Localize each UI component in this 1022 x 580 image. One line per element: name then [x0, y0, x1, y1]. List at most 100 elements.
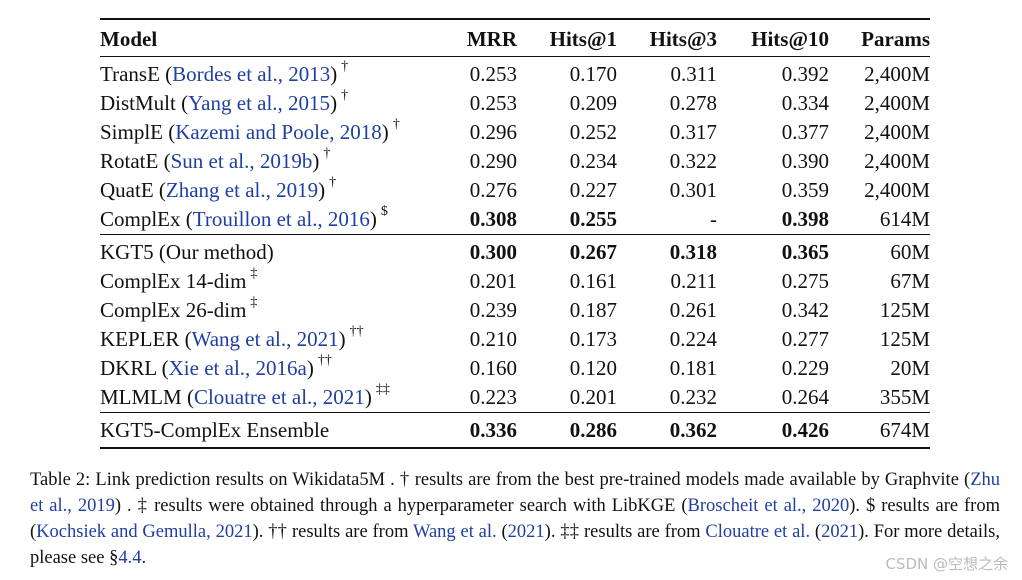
- table-row: QuatE (Zhang et al., 2019) † 0.276 0.227 0.3…: [100, 176, 930, 205]
- model-name: ComplEx: [100, 207, 181, 231]
- cell-params: 355M: [879, 385, 930, 409]
- table-row: KEPLER (Wang et al., 2021) †† 0.210 0.173 0.…: [100, 325, 930, 354]
- cell-mrr: 0.160: [469, 356, 517, 380]
- cell-hits3: 0.322: [669, 149, 717, 173]
- footnote-mark: ‡‡: [375, 382, 390, 397]
- cell-hits1: 0.201: [569, 385, 617, 409]
- cell-hits1: 0.227: [569, 178, 617, 202]
- model-name: KEPLER: [100, 327, 180, 351]
- citation-link[interactable]: Bordes et al., 2013: [172, 62, 331, 86]
- cell-model: KGT5-ComplEx Ensemble: [100, 412, 452, 449]
- cell-mrr: 0.210: [469, 327, 517, 351]
- citation-link[interactable]: Kochsiek and Gemulla, 2021: [36, 522, 253, 542]
- cell-mrr: 0.290: [469, 149, 517, 173]
- table-row: KGT5-ComplEx Ensemble 0.336 0.286 0.362 0.42…: [100, 412, 930, 449]
- caption-text: ). $ results are from (: [30, 496, 1000, 542]
- citation-link[interactable]: Broscheit et al., 2020: [687, 496, 850, 516]
- section-link[interactable]: 4.4: [118, 548, 142, 568]
- footnote-mark: †: [341, 59, 349, 74]
- header-params: Params: [861, 26, 930, 51]
- model-name: TransE: [100, 62, 160, 86]
- cell-hits3: 0.318: [617, 234, 717, 267]
- results-table: Model MRR Hits@1 Hits@3 Hits@10 Params T…: [100, 18, 930, 449]
- caption-text: ). For more details, please see §: [30, 522, 1000, 568]
- header-model: Model: [100, 26, 158, 51]
- cell-params: 2,400M: [864, 91, 930, 115]
- cell-model: KEPLER (Wang et al., 2021) ††: [100, 324, 364, 352]
- model-name: QuatE: [100, 178, 154, 202]
- cell-params: 2,400M: [864, 120, 930, 144]
- citation-link[interactable]: Clouatre et al.: [705, 522, 811, 542]
- cell-mrr: 0.276: [469, 178, 517, 202]
- caption-text: ) . ‡ results were obtained through a hy…: [114, 496, 688, 516]
- cell-hits10: 0.342: [781, 298, 829, 322]
- cell-hits1: 0.252: [569, 120, 617, 144]
- cell-hits1: 0.187: [569, 298, 617, 322]
- model-name: SimplE: [100, 120, 164, 144]
- cell-mrr: 0.308: [469, 207, 517, 231]
- table-header-row: Model MRR Hits@1 Hits@3 Hits@10 Params: [100, 19, 930, 57]
- cell-hits3: 0.181: [669, 356, 717, 380]
- cell-hits10: 0.365: [717, 234, 829, 267]
- cell-mrr: 0.296: [469, 120, 517, 144]
- cell-mrr: 0.223: [469, 385, 517, 409]
- footnote-mark: †: [392, 117, 400, 132]
- cell-model: QuatE (Zhang et al., 2019) †: [100, 175, 337, 203]
- cell-hits10: 0.275: [781, 269, 829, 293]
- caption-text: (: [810, 522, 822, 542]
- cell-hits3: -: [710, 207, 717, 231]
- header-hits3: Hits@3: [649, 26, 717, 51]
- cell-model: RotatE (Sun et al., 2019b) †: [100, 146, 331, 174]
- citation-link[interactable]: Zhu et al., 2019: [30, 470, 1000, 516]
- cell-model: MLMLM (Clouatre et al., 2021) ‡‡: [100, 382, 390, 410]
- citation-link[interactable]: Sun et al., 2019b: [170, 149, 313, 173]
- table-row: DKRL (Xie et al., 2016a) †† 0.160 0.120 0.18…: [100, 354, 930, 383]
- cell-model: ComplEx 26-dim ‡: [100, 296, 452, 325]
- citation-link[interactable]: Trouillon et al., 2016: [192, 207, 370, 231]
- cell-hits10: 0.229: [781, 356, 829, 380]
- table-row: ComplEx 26-dim ‡ 0.239 0.187 0.261 0.342 125M: [100, 296, 930, 325]
- citation-link[interactable]: Kazemi and Poole, 2018: [175, 120, 382, 144]
- citation-link[interactable]: Yang et al., 2015: [188, 91, 331, 115]
- footnote-mark: †: [329, 175, 337, 190]
- table-row: SimplE (Kazemi and Poole, 2018) † 0.296 0.2…: [100, 118, 930, 147]
- footnote-mark: †: [323, 146, 331, 161]
- citation-link[interactable]: 2021: [821, 522, 859, 542]
- citation-link[interactable]: Zhang et al., 2019: [165, 178, 319, 202]
- cell-hits10: 0.392: [781, 62, 829, 86]
- model-name: MLMLM: [100, 385, 182, 409]
- citation-link[interactable]: 2021: [507, 522, 545, 542]
- cell-hits10: 0.426: [717, 412, 829, 449]
- cell-hits10: 0.264: [781, 385, 829, 409]
- cell-hits3: 0.311: [670, 62, 717, 86]
- results-table-container: Model MRR Hits@1 Hits@3 Hits@10 Params T…: [100, 18, 930, 449]
- citation-link[interactable]: Clouatre et al., 2021: [193, 385, 365, 409]
- caption-text: .: [141, 548, 147, 568]
- cell-params: 67M: [890, 269, 930, 293]
- cell-hits3: 0.362: [617, 412, 717, 449]
- citation-link[interactable]: Wang et al., 2021: [191, 327, 339, 351]
- table-body: TransE (Bordes et al., 2013) † 0.253 0.170 0…: [100, 57, 930, 449]
- caption-text: Table 2: Link prediction results on Wiki…: [30, 470, 971, 490]
- cell-hits10: 0.277: [781, 327, 829, 351]
- cell-mrr: 0.300: [452, 234, 517, 267]
- cell-hits1: 0.161: [569, 269, 617, 293]
- model-name: DistMult: [100, 91, 176, 115]
- caption-text: ). ‡‡ results are from: [544, 522, 706, 542]
- footnote-mark: ††: [349, 324, 364, 339]
- cell-hits10: 0.377: [781, 120, 829, 144]
- model-name: DKRL: [100, 356, 157, 380]
- citation-link[interactable]: Wang et al.: [412, 522, 497, 542]
- citation-link[interactable]: Xie et al., 2016a: [168, 356, 307, 380]
- cell-hits1: 0.120: [569, 356, 617, 380]
- cell-mrr: 0.201: [469, 269, 517, 293]
- table-row: DistMult (Yang et al., 2015) † 0.253 0.209 0…: [100, 89, 930, 118]
- cell-hits10: 0.398: [781, 207, 829, 231]
- cell-hits1: 0.286: [517, 412, 617, 449]
- table-row: ComplEx 14-dim ‡ 0.201 0.161 0.211 0.275 67M: [100, 267, 930, 296]
- cell-model: SimplE (Kazemi and Poole, 2018) †: [100, 117, 400, 145]
- cell-params: 2,400M: [864, 178, 930, 202]
- cell-params: 20M: [890, 356, 930, 380]
- cell-hits3: 0.261: [669, 298, 717, 322]
- model-name: ComplEx 14-dim: [100, 269, 247, 293]
